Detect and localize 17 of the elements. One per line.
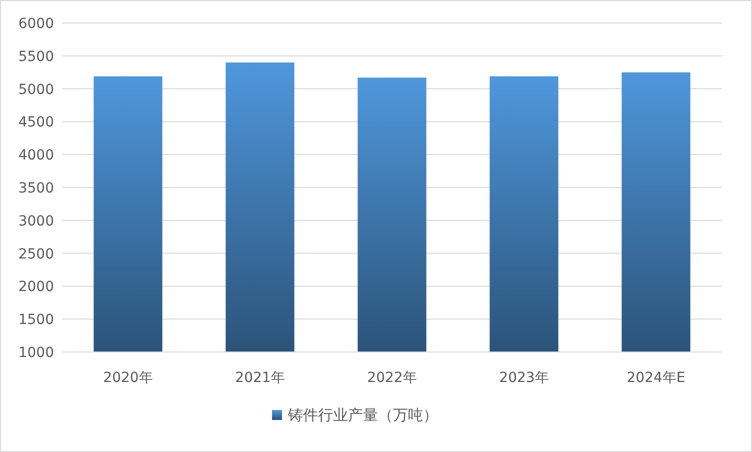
x-tick-label: 2021年 bbox=[235, 370, 285, 386]
x-tick-label: 2022年 bbox=[367, 370, 417, 386]
x-tick-label: 2024年E bbox=[626, 370, 686, 386]
x-tick-label: 2020年 bbox=[103, 370, 153, 386]
y-tick-label: 6000 bbox=[18, 16, 54, 32]
y-tick-label: 3500 bbox=[18, 180, 54, 196]
y-tick-label: 2000 bbox=[18, 279, 54, 296]
y-tick-label: 4500 bbox=[18, 114, 54, 131]
y-tick-label: 5000 bbox=[18, 82, 54, 98]
y-tick-label: 3000 bbox=[18, 213, 54, 230]
legend-label: 铸件行业产量（万吨） bbox=[287, 406, 438, 424]
y-tick-label: 1500 bbox=[18, 312, 54, 328]
x-tick-label: 2023年 bbox=[499, 370, 549, 386]
y-tick-label: 1000 bbox=[18, 345, 54, 361]
y-tick-label: 4000 bbox=[18, 148, 54, 164]
y-tick-label: 5500 bbox=[18, 48, 54, 65]
y-tick-label: 2500 bbox=[18, 246, 54, 262]
